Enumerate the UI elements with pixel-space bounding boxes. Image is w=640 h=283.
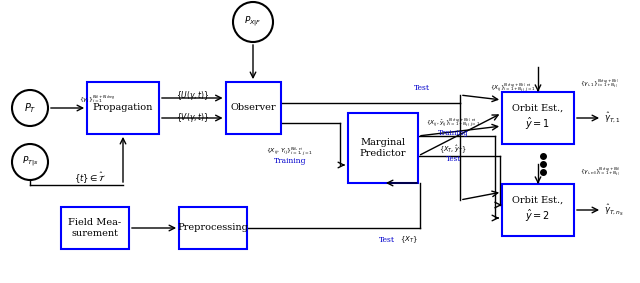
- Text: Test: Test: [445, 155, 461, 163]
- Text: Observer: Observer: [230, 104, 276, 113]
- Text: Test: Test: [414, 84, 430, 92]
- FancyBboxPatch shape: [61, 207, 129, 249]
- Text: $\{X_{ij},\hat{y}_{ij}\}_{i=1+N_{tl},j=1}^{N_{dreg}+N_{tl},n_i}$: $\{X_{ij},\hat{y}_{ij}\}_{i=1+N_{tl},j=1…: [426, 116, 480, 130]
- Text: $\{X_T,\hat{y}_T\}$: $\{X_T,\hat{y}_T\}$: [439, 143, 467, 155]
- Text: $\hat{\gamma}_{T,1}$: $\hat{\gamma}_{T,1}$: [604, 111, 621, 125]
- Circle shape: [12, 90, 48, 126]
- Text: Propagation: Propagation: [93, 104, 153, 113]
- FancyBboxPatch shape: [225, 82, 280, 134]
- Text: Field Mea-
surement: Field Mea- surement: [68, 218, 122, 238]
- Text: $P_T$: $P_T$: [24, 101, 36, 115]
- Text: Training: Training: [438, 129, 468, 137]
- Text: $\hat{\gamma}_{T,n_S}$: $\hat{\gamma}_{T,n_S}$: [604, 202, 624, 218]
- Text: Training: Training: [274, 157, 307, 165]
- Text: $P_{X|F}$: $P_{X|F}$: [244, 15, 262, 29]
- Circle shape: [233, 2, 273, 42]
- Text: $\{X_{ij},Y_{ij}\}_{i=1,j=1}^{N_{tl},n_i}$: $\{X_{ij},Y_{ij}\}_{i=1,j=1}^{N_{tl},n_i…: [266, 146, 314, 158]
- Circle shape: [12, 144, 48, 180]
- Text: $P_{T|s}$: $P_{T|s}$: [22, 155, 38, 169]
- Text: $\{X_T\}$: $\{X_T\}$: [400, 235, 418, 245]
- FancyBboxPatch shape: [502, 92, 574, 144]
- Text: Marginal
Predictor: Marginal Predictor: [360, 138, 406, 158]
- Text: Orbit Est.,
$\hat{y}=2$: Orbit Est., $\hat{y}=2$: [513, 196, 564, 224]
- FancyBboxPatch shape: [502, 184, 574, 236]
- Text: $\{t\} \in \hat{\mathcal{T}}$: $\{t\} \in \hat{\mathcal{T}}$: [74, 170, 106, 186]
- Text: $\{\gamma_{i,n_S}\}_{i=1+N_{tl}}^{N_{dreg}+N_{tl}}$: $\{\gamma_{i,n_S}\}_{i=1+N_{tl}}^{N_{dre…: [580, 166, 621, 178]
- Text: $\{\gamma_i\}_{i=1}^{N_{tl}+N_{dreg}}$: $\{\gamma_i\}_{i=1}^{N_{tl}+N_{dreg}}$: [79, 93, 115, 105]
- Text: Preprocessing: Preprocessing: [177, 224, 248, 233]
- FancyBboxPatch shape: [348, 113, 418, 183]
- Text: Test: Test: [379, 236, 395, 244]
- Text: $\{V(\gamma,t)\}$: $\{V(\gamma,t)\}$: [177, 112, 210, 125]
- FancyBboxPatch shape: [179, 207, 247, 249]
- Text: Orbit Est.,
$\hat{y}=1$: Orbit Est., $\hat{y}=1$: [513, 104, 564, 132]
- Text: $\{X_{ij}\}_{i=1+N_{tl},j=1}^{N_{dreg}+N_{tl},n_i}$: $\{X_{ij}\}_{i=1+N_{tl},j=1}^{N_{dreg}+N…: [490, 82, 536, 95]
- FancyBboxPatch shape: [87, 82, 159, 134]
- Text: $\{\gamma_{i,1}\}_{i=1+N_{tl}}^{N_{dreg}+N_{tl}}$: $\{\gamma_{i,1}\}_{i=1+N_{tl}}^{N_{dreg}…: [580, 78, 619, 90]
- Text: $\{U(\gamma,t)\}$: $\{U(\gamma,t)\}$: [176, 89, 210, 102]
